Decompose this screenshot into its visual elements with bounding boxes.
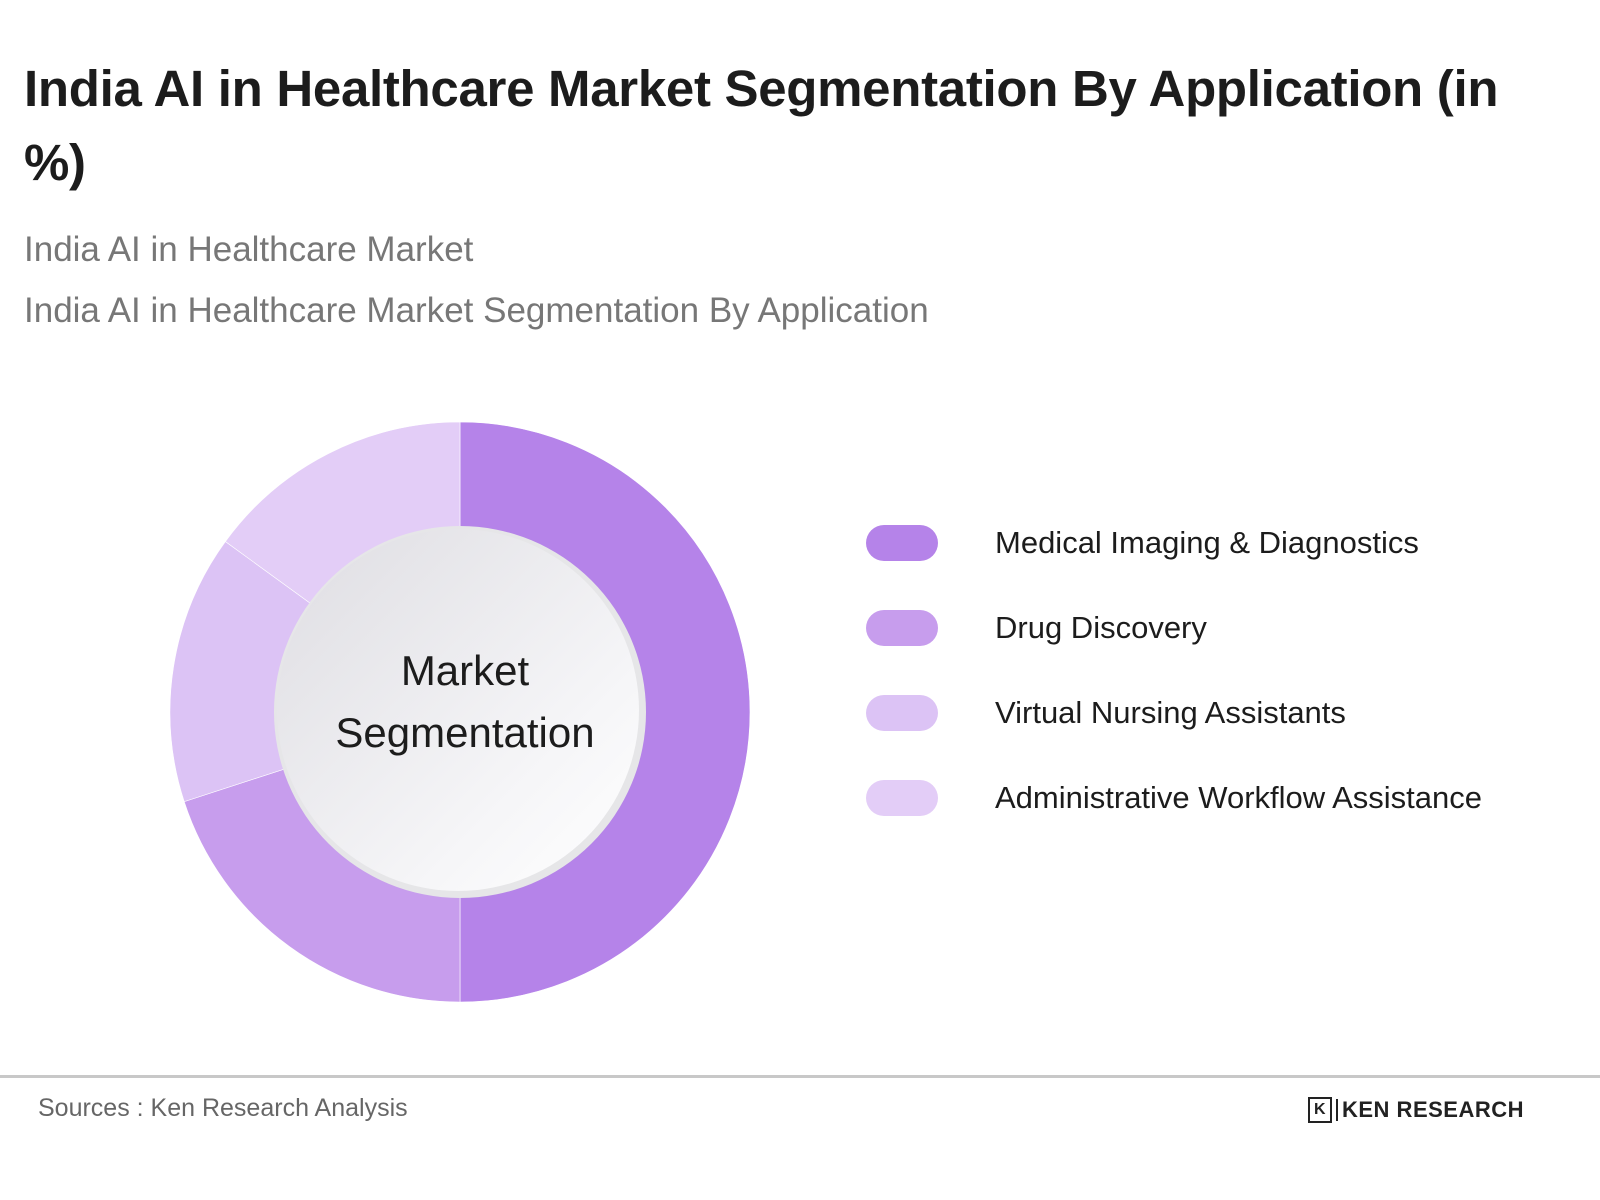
legend-label: Administrative Workflow Assistance bbox=[995, 780, 1482, 815]
page-title: India AI in Healthcare Market Segmentati… bbox=[24, 60, 1499, 191]
subtitle-market: India AI in Healthcare Market bbox=[24, 230, 474, 269]
legend-swatch bbox=[866, 610, 938, 646]
legend-item-admin-workflow: Administrative Workflow Assistance bbox=[866, 780, 1482, 816]
logo-divider bbox=[1336, 1099, 1338, 1121]
center-circle bbox=[277, 529, 639, 891]
ken-research-logo: K KEN RESEARCH bbox=[1308, 1097, 1524, 1123]
center-label-line2: Segmentation bbox=[335, 709, 595, 756]
chart-legend: Medical Imaging & Diagnostics Drug Disco… bbox=[866, 525, 1482, 865]
subtitle-segmentation: India AI in Healthcare Market Segmentati… bbox=[24, 291, 929, 330]
legend-label: Medical Imaging & Diagnostics bbox=[995, 525, 1419, 560]
legend-label: Virtual Nursing Assistants bbox=[995, 695, 1346, 730]
center-label-line1: Market bbox=[400, 647, 530, 694]
legend-item-medical-imaging: Medical Imaging & Diagnostics bbox=[866, 525, 1482, 561]
legend-swatch bbox=[866, 695, 938, 731]
legend-swatch bbox=[866, 525, 938, 561]
footer-divider bbox=[0, 1075, 1600, 1078]
legend-swatch bbox=[866, 780, 938, 816]
donut-chart bbox=[170, 422, 750, 1002]
legend-item-drug-discovery: Drug Discovery bbox=[866, 610, 1482, 646]
legend-item-virtual-nursing: Virtual Nursing Assistants bbox=[866, 695, 1482, 731]
legend-label: Drug Discovery bbox=[995, 610, 1207, 645]
logo-text: KEN RESEARCH bbox=[1342, 1097, 1525, 1122]
source-note: Sources : Ken Research Analysis bbox=[38, 1094, 408, 1122]
logo-mark-icon: K bbox=[1308, 1097, 1332, 1123]
center-label: Market Segmentation bbox=[280, 640, 650, 764]
